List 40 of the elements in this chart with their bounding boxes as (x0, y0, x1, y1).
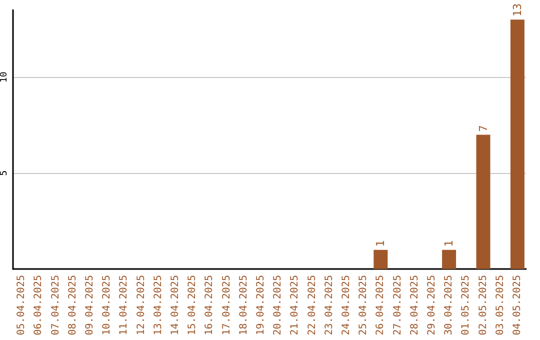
x-tick-label: 08.04.2025 (67, 275, 78, 336)
x-tick-label: 14.04.2025 (170, 275, 181, 336)
x-tick-label: 26.04.2025 (375, 275, 386, 336)
x-tick-label: 19.04.2025 (255, 275, 266, 336)
x-tick-label: 24.04.2025 (340, 275, 352, 336)
bar (374, 250, 388, 269)
y-tick-label: 10 (0, 72, 10, 83)
x-tick-label: 12.04.2025 (136, 275, 147, 336)
x-tick-label: 13.04.2025 (152, 275, 164, 336)
x-tick-label: 30.04.2025 (444, 275, 455, 336)
x-tick-label: 02.05.2025 (478, 275, 489, 336)
x-tick-label: 06.04.2025 (33, 275, 44, 336)
x-tick-label: 28.04.2025 (409, 275, 420, 336)
x-tick-label: 20.04.2025 (272, 275, 284, 336)
x-tick-label: 23.04.2025 (324, 275, 335, 336)
x-tick-label: 18.04.2025 (238, 275, 250, 336)
bar (510, 20, 524, 269)
x-tick-label: 16.04.2025 (204, 275, 216, 336)
x-tick-label: 01.05.2025 (460, 275, 472, 336)
data-label: 1 (374, 240, 388, 247)
x-tick-label: 17.04.2025 (221, 275, 232, 336)
bar (442, 250, 456, 269)
x-tick-label: 04.05.2025 (512, 275, 523, 336)
data-label: 7 (476, 125, 490, 132)
x-tick-label: 09.04.2025 (84, 275, 96, 336)
x-tick-label: 15.04.2025 (187, 275, 198, 336)
bar (476, 134, 490, 269)
data-label: 1 (442, 240, 456, 247)
x-tick-label: 07.04.2025 (50, 275, 62, 336)
x-tick-label: 05.04.2025 (16, 275, 28, 336)
x-tick-label: 10.04.2025 (102, 275, 113, 336)
x-tick-label: 11.04.2025 (118, 275, 130, 336)
data-label: 13 (510, 3, 524, 17)
x-tick-label: 27.04.2025 (392, 275, 404, 336)
y-tick-label: 5 (0, 170, 10, 176)
x-tick-label: 25.04.2025 (358, 275, 370, 336)
x-tick-label: 03.05.2025 (494, 275, 506, 336)
x-tick-label: 29.04.2025 (426, 275, 438, 336)
x-tick-label: 21.04.2025 (290, 275, 301, 336)
x-tick-label: 22.04.2025 (306, 275, 318, 336)
